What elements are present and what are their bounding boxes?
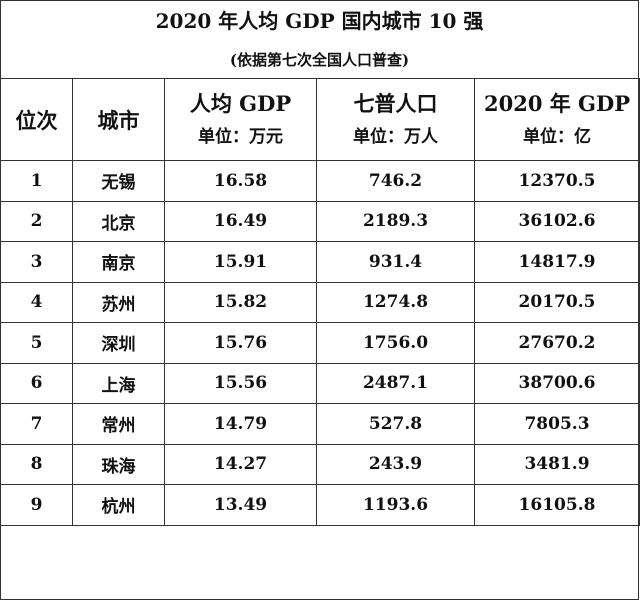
table-row: 3 南京 15.91 931.4 14817.9 [0,241,640,283]
cell-population: 1756.0 [316,322,475,364]
cell-per-capita-gdp: 13.49 [164,484,317,526]
cell-gdp: 38700.6 [474,362,640,404]
cell-per-capita-gdp: 15.91 [164,241,317,283]
cell-population: 243.9 [316,443,475,485]
cell-gdp: 7805.3 [474,403,640,445]
table-row: 2 北京 16.49 2189.3 36102.6 [0,200,640,242]
cell-rank: 4 [0,281,73,323]
cell-rank: 9 [0,484,73,526]
cell-rank: 8 [0,443,73,485]
header-per-capita-gdp-unit: 单位：万元 [198,126,283,147]
table-row: 8 珠海 14.27 243.9 3481.9 [0,443,640,485]
cell-rank: 7 [0,403,73,445]
cell-per-capita-gdp: 15.82 [164,281,317,323]
header-population-unit: 单位：万人 [353,126,438,147]
table-row: 5 深圳 15.76 1756.0 27670.2 [0,322,640,364]
cell-per-capita-gdp: 15.56 [164,362,317,404]
cell-gdp: 36102.6 [474,200,640,242]
cell-city: 珠海 [72,443,165,485]
cell-per-capita-gdp: 14.27 [164,443,317,485]
cell-city: 常州 [72,403,165,445]
cell-rank: 6 [0,362,73,404]
header-per-capita-gdp-label: 人均 GDP [189,90,292,116]
header-gdp-unit: 单位：亿 [523,126,591,147]
table-row: 7 常州 14.79 527.8 7805.3 [0,403,640,445]
cell-city: 南京 [72,241,165,283]
header-per-capita-gdp: 人均 GDP 单位：万元 [164,78,317,161]
header-population: 七普人口 单位：万人 [316,78,475,161]
cell-gdp: 27670.2 [474,322,640,364]
cell-rank: 1 [0,160,73,202]
cell-per-capita-gdp: 15.76 [164,322,317,364]
cell-gdp: 16105.8 [474,484,640,526]
page-subtitle: (依据第七次全国人口普查) [229,51,410,69]
cell-per-capita-gdp: 16.58 [164,160,317,202]
cell-rank: 3 [0,241,73,283]
header-rank: 位次 [0,78,73,161]
cell-population: 1193.6 [316,484,475,526]
table-row: 4 苏州 15.82 1274.8 20170.5 [0,281,640,323]
cell-population: 1274.8 [316,281,475,323]
cell-population: 2487.1 [316,362,475,404]
city-gdp-table: 位次 城市 人均 GDP 单位：万元 七普人口 单位：万人 2020 年 GDP… [0,78,640,526]
table-row: 9 杭州 13.49 1193.6 16105.8 [0,484,640,526]
table-header-row: 位次 城市 人均 GDP 单位：万元 七普人口 单位：万人 2020 年 GDP… [0,78,640,161]
cell-city: 上海 [72,362,165,404]
cell-gdp: 3481.9 [474,443,640,485]
cell-city: 北京 [72,200,165,242]
header-gdp-label: 2020 年 GDP [483,90,630,116]
cell-per-capita-gdp: 14.79 [164,403,317,445]
cell-rank: 2 [0,200,73,242]
cell-gdp: 14817.9 [474,241,640,283]
cell-population: 931.4 [316,241,475,283]
header-gdp: 2020 年 GDP 单位：亿 [474,78,640,161]
cell-population: 527.8 [316,403,475,445]
cell-gdp: 12370.5 [474,160,640,202]
cell-gdp: 20170.5 [474,281,640,323]
cell-rank: 5 [0,322,73,364]
cell-city: 深圳 [72,322,165,364]
cell-city: 杭州 [72,484,165,526]
header-city: 城市 [72,78,165,161]
cell-city: 无锡 [72,160,165,202]
cell-population: 746.2 [316,160,475,202]
table-row: 1 无锡 16.58 746.2 12370.5 [0,160,640,202]
cell-population: 2189.3 [316,200,475,242]
header-population-label: 七普人口 [353,90,438,116]
page-title: 2020 年人均 GDP 国内城市 10 强 [155,9,484,33]
cell-per-capita-gdp: 16.49 [164,200,317,242]
cell-city: 苏州 [72,281,165,323]
table-row: 6 上海 15.56 2487.1 38700.6 [0,362,640,404]
